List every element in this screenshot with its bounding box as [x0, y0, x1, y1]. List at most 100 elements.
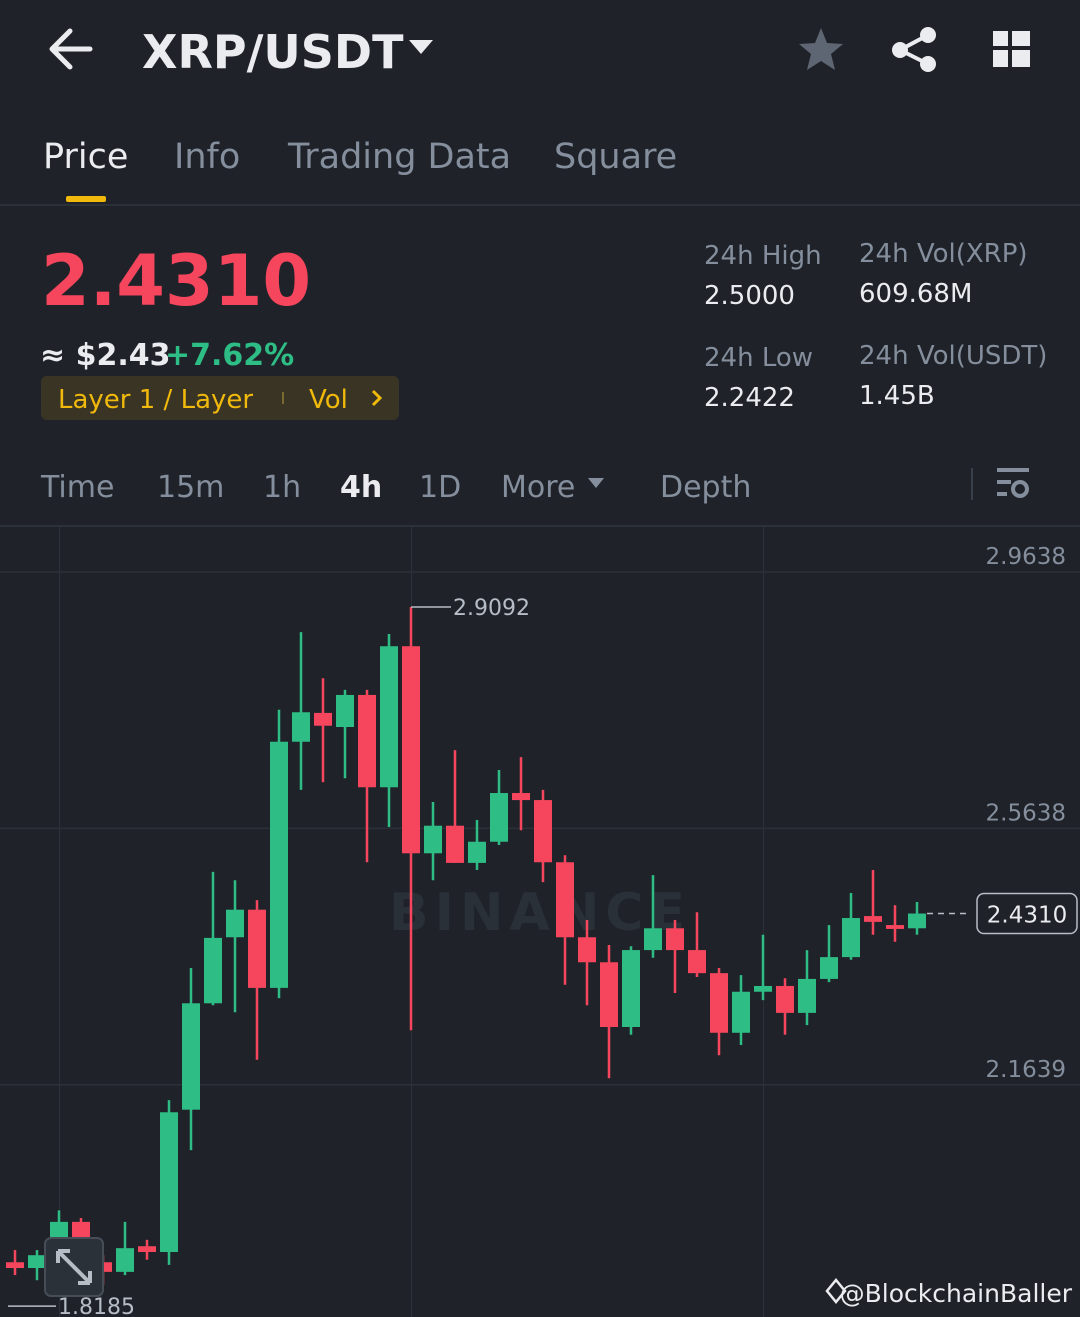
candle-body	[732, 991, 750, 1033]
credit: @BlockchainBaller	[840, 1279, 1073, 1308]
tag-text: Vol	[309, 385, 348, 415]
interval-active[interactable]: 4h	[340, 470, 382, 505]
candle-body	[776, 985, 794, 1013]
divider	[0, 204, 1080, 206]
tab-indicator	[66, 196, 106, 202]
candle-body	[270, 741, 288, 988]
interval-more[interactable]: More	[501, 470, 575, 505]
candle-body	[226, 909, 244, 938]
grid-cell	[1012, 31, 1030, 46]
stat-label: 24h Low	[704, 343, 813, 373]
usd-price: ≈ $2.43	[40, 338, 170, 373]
tag-text: Layer 1 / Layer	[58, 385, 253, 415]
candle-body	[622, 950, 640, 1027]
candle-body	[534, 800, 552, 863]
interval[interactable]: Time	[40, 470, 114, 505]
expand-icon	[56, 1249, 92, 1285]
price-axis-label: 2.1639	[986, 1057, 1066, 1083]
stat-value: 1.45B	[859, 381, 935, 411]
interval[interactable]: 1D	[419, 470, 461, 505]
candle-body	[600, 962, 618, 1027]
tab-trading-data[interactable]: Trading Data	[287, 137, 511, 177]
candle-body	[160, 1112, 178, 1252]
tag-separator	[282, 392, 284, 404]
max-label: 2.9092	[453, 596, 530, 621]
candle-body	[644, 928, 662, 951]
candle-body	[710, 973, 728, 1033]
more-dropdown[interactable]	[588, 478, 604, 488]
price-axis-label: 2.5638	[986, 800, 1066, 826]
candle-body	[72, 1221, 90, 1238]
pair-title[interactable]: XRP/USDT	[142, 25, 404, 79]
last-price: 2.4310	[41, 240, 311, 322]
candle-body	[688, 950, 706, 974]
tag-background	[41, 376, 399, 420]
expand-button[interactable]	[44, 1237, 104, 1297]
share-button[interactable]	[892, 27, 936, 72]
stat-label: 24h Vol(USDT)	[859, 341, 1047, 371]
candle-body	[314, 712, 332, 726]
interval[interactable]: 15m	[157, 470, 224, 505]
stat-value: 2.5000	[704, 281, 795, 311]
candle-body	[864, 916, 882, 922]
candle-body	[182, 1003, 200, 1110]
candle-body	[292, 712, 310, 742]
pair-dropdown[interactable]	[409, 40, 433, 54]
candle-body	[402, 646, 420, 854]
candle-body	[578, 937, 596, 963]
interval-depth[interactable]: Depth	[660, 470, 751, 505]
candle-body	[842, 918, 860, 958]
candle-body	[204, 937, 222, 1004]
credit-logo	[825, 1278, 847, 1304]
candle-body	[754, 985, 772, 992]
interval[interactable]: 1h	[263, 470, 301, 505]
share-lines	[895, 33, 929, 66]
candle-body	[490, 793, 508, 842]
candle-body	[556, 862, 574, 938]
tab-info[interactable]: Info	[174, 137, 240, 177]
candle-body	[446, 825, 464, 863]
grid-cell	[993, 31, 1008, 46]
back-arrow	[49, 28, 93, 70]
divider	[0, 525, 1080, 527]
price-change: +7.62%	[165, 338, 294, 373]
favorite-star[interactable]	[799, 28, 843, 70]
stat-value: 609.68M	[859, 279, 972, 309]
candle-body	[248, 909, 266, 988]
grid-cell	[1012, 50, 1030, 67]
candle-body	[138, 1246, 156, 1252]
vertical-grid	[59, 527, 60, 1317]
candle-body	[116, 1248, 134, 1272]
last-price-box	[976, 892, 1078, 935]
back-button[interactable]	[49, 28, 93, 70]
chart-settings[interactable]	[997, 468, 1029, 498]
icon-bar	[997, 492, 1007, 496]
tab-price[interactable]: Price	[43, 137, 128, 177]
stat-label: 24h High	[704, 241, 822, 271]
candle-body	[468, 841, 486, 863]
last-price-label: 2.4310	[987, 903, 1067, 929]
candlestick-chart: BINANCE 2.9638 2.5638 2.1639 2.9092 1.8185 2.…	[0, 527, 1080, 1317]
candle-body	[50, 1221, 68, 1240]
candle-body	[380, 646, 398, 788]
grid-cell	[993, 50, 1008, 67]
candle-body	[358, 694, 376, 788]
vertical-grid	[763, 527, 764, 1317]
tag-chevron	[371, 389, 383, 407]
tab-square[interactable]: Square	[554, 137, 677, 177]
candle-body	[798, 978, 816, 1013]
candle-body	[886, 925, 904, 929]
stat-label: 24h Vol(XRP)	[859, 239, 1028, 269]
icon-bar	[997, 480, 1011, 484]
tag-chip[interactable]: Layer 1 / Layer Vol	[41, 376, 399, 420]
candle-body	[336, 694, 354, 727]
menu-grid[interactable]	[993, 31, 1030, 67]
separator	[971, 468, 973, 500]
candle-body	[6, 1262, 24, 1269]
icon-gear	[1011, 480, 1029, 498]
candle-body	[666, 928, 684, 951]
candle-body	[28, 1255, 46, 1269]
price-axis-label: 2.9638	[986, 544, 1066, 570]
